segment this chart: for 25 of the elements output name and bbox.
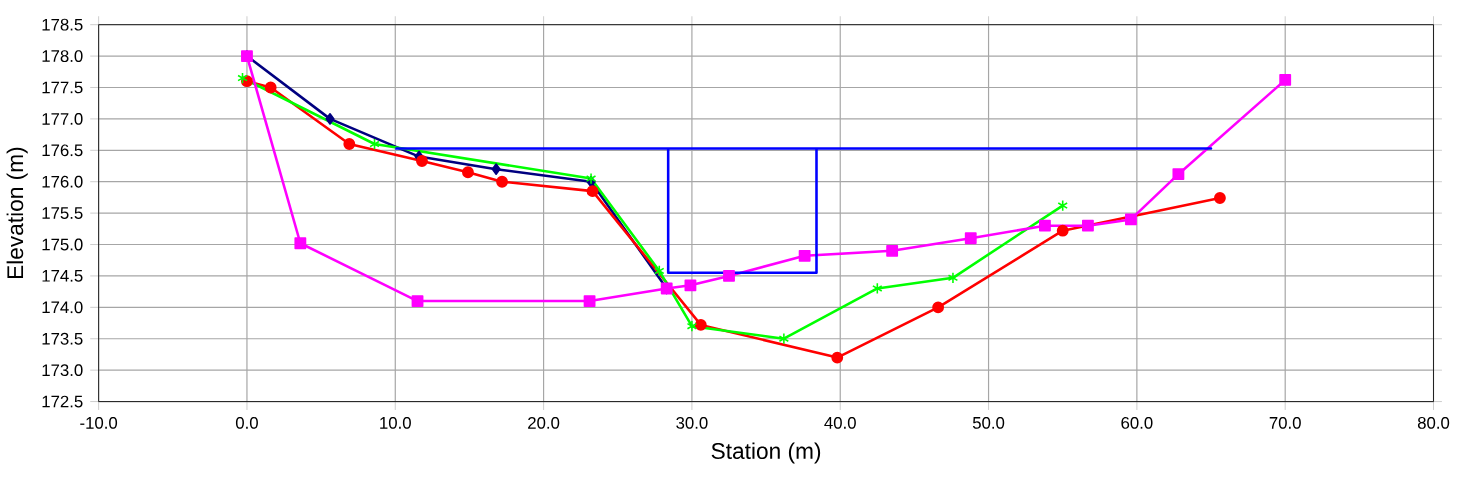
y-tick-label: 176.0 xyxy=(42,175,83,188)
x-tick-label: 0.0 xyxy=(235,416,258,429)
y-tick-label: 177.0 xyxy=(42,112,83,125)
y-tick-label: 172.5 xyxy=(42,395,83,408)
y-tick-label: 175.5 xyxy=(42,207,83,219)
x-tick-label: 20.0 xyxy=(528,416,560,429)
x-tick-label: 60.0 xyxy=(1121,416,1153,429)
y-tick-label: 178.0 xyxy=(42,49,83,62)
y-tick-label: 176.5 xyxy=(42,144,83,157)
y-axis-title: Elevation (m) xyxy=(6,147,28,278)
y-tick-label: 177.5 xyxy=(42,81,83,94)
x-axis-title: Station (m) xyxy=(711,442,821,464)
x-tick-label: 70.0 xyxy=(1269,416,1301,429)
x-tick-label: 40.0 xyxy=(824,416,856,429)
x-tick-label: 10.0 xyxy=(380,416,411,429)
y-tick-label: 175.0 xyxy=(42,238,83,251)
y-tick-label: 178.5 xyxy=(42,18,83,31)
y-tick-label: 173.5 xyxy=(42,332,83,345)
y-tick-label: 173.0 xyxy=(42,364,83,376)
x-tick-label: -10.0 xyxy=(80,416,118,429)
x-tick-label: 50.0 xyxy=(972,416,1005,429)
x-tick-label: 80.0 xyxy=(1417,416,1450,429)
y-tick-label: 174.5 xyxy=(42,269,83,282)
x-tick-label: 30.0 xyxy=(676,416,708,429)
y-tick-label: 174.0 xyxy=(42,301,83,314)
